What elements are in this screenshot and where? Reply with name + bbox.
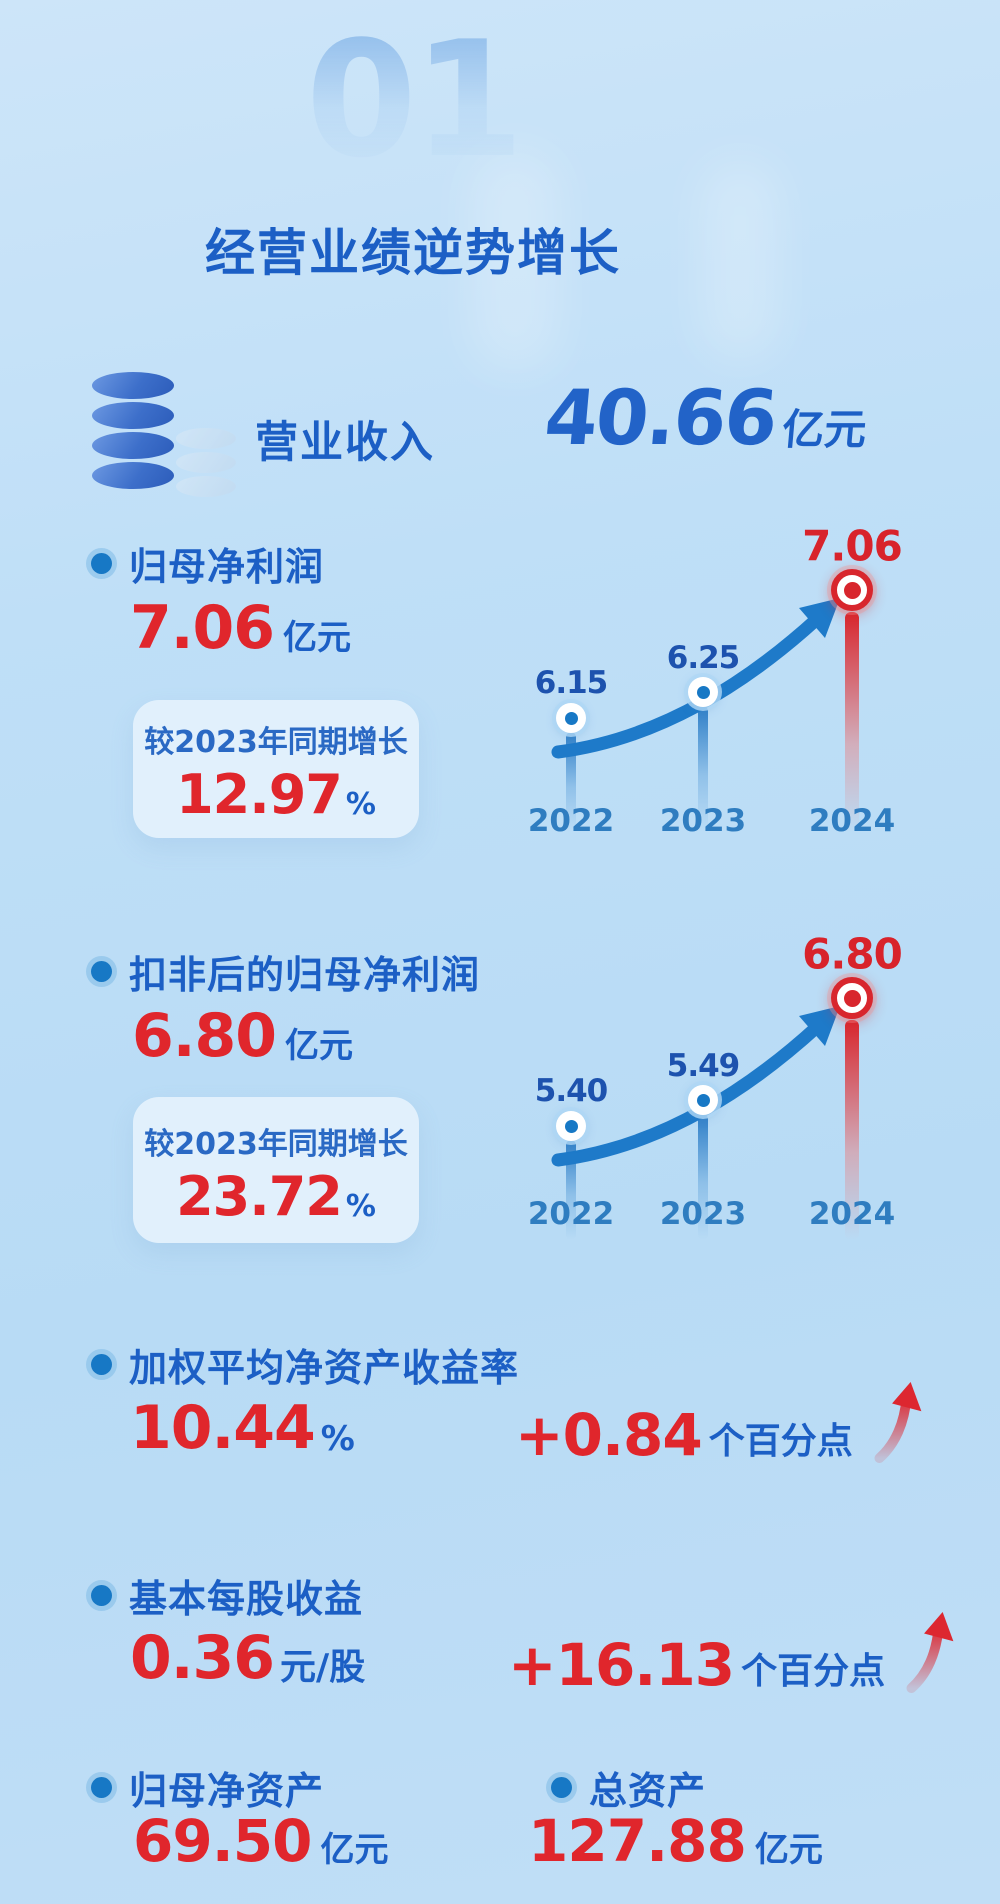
metric-eps-heading: 基本每股收益 (86, 1568, 363, 1623)
revenue-label: 营业收入 (255, 418, 435, 468)
data-point-marker-highlight (831, 569, 873, 611)
trend-arrow-icon (551, 1006, 840, 1167)
point-label-highlight: 7.06 (802, 521, 903, 571)
total-assets-value-row: 127.88 亿元 (528, 1812, 823, 1870)
revenue-value: 40.66 (541, 373, 780, 462)
growth-value: 12.97 (176, 763, 343, 826)
roe-unit: % (320, 1419, 355, 1459)
section-net-profit-heading: 归母净利润 (86, 536, 324, 591)
total-assets-value: 127.88 (528, 1807, 747, 1875)
eps-delta-unit: 个百分点 (741, 1651, 886, 1692)
roe-delta-row: +0.84 个百分点 (515, 1380, 925, 1464)
bullet-icon (91, 961, 112, 982)
point-label: 6.25 (666, 640, 740, 676)
revenue-unit: 亿元 (780, 405, 869, 454)
growth-label: 较2023年同期增长 (144, 1127, 408, 1162)
light-streak (700, 160, 780, 360)
deducted-profit-value-row: 6.80 亿元 (132, 1006, 353, 1066)
year-label: 2022 (527, 803, 615, 839)
net-profit-value-row: 7.06 亿元 (130, 598, 351, 658)
metric-roe-heading: 加权平均净资产收益率 (86, 1337, 519, 1392)
bullet-icon (91, 1354, 112, 1375)
chart-stem-highlight (845, 1020, 859, 1240)
net-profit-value: 7.06 (130, 593, 275, 663)
total-assets-unit: 亿元 (754, 1830, 823, 1870)
up-arrow-icon (906, 1611, 954, 1694)
chart-stem (566, 732, 576, 832)
year-label: 2024 (808, 803, 896, 839)
section-number-watermark: 01 (0, 20, 826, 180)
total-equity-heading: 归母净资产 (86, 1760, 324, 1815)
year-label: 2023 (659, 803, 747, 839)
point-label: 5.49 (666, 1048, 740, 1084)
total-equity-value: 69.50 (133, 1807, 312, 1875)
data-point-marker (688, 1085, 718, 1115)
section-net-profit-title: 归母净利润 (129, 545, 325, 589)
bullet-icon (91, 553, 112, 574)
roe-delta-unit: 个百分点 (708, 1421, 853, 1462)
growth-label: 较2023年同期增长 (144, 725, 408, 760)
eps-value-row: 0.36 元/股 (130, 1628, 365, 1688)
year-label: 2024 (808, 1196, 896, 1232)
database-icon (92, 372, 176, 492)
chart-stem (698, 706, 708, 832)
growth-unit: % (345, 787, 376, 822)
database-ghost-icon (176, 428, 238, 500)
roe-delta-value: +0.84 (515, 1401, 703, 1469)
total-equity-unit: 亿元 (320, 1830, 389, 1870)
year-label: 2022 (527, 1196, 615, 1232)
data-point-marker-highlight (831, 977, 873, 1019)
net-profit-unit: 亿元 (283, 618, 352, 658)
net-profit-chart: 6.15 6.25 7.06 2022 2023 2024 (527, 520, 1000, 855)
point-label: 5.40 (534, 1073, 608, 1109)
metric-roe-title: 加权平均净资产收益率 (129, 1346, 520, 1390)
growth-unit: % (345, 1189, 376, 1224)
deducted-profit-growth-box: 较2023年同期增长 23.72 % (133, 1097, 419, 1243)
metric-eps-title: 基本每股收益 (129, 1577, 364, 1621)
eps-delta-row: +16.13 个百分点 (508, 1610, 957, 1694)
roe-value: 10.44 (130, 1393, 316, 1463)
chart-stem (698, 1114, 708, 1240)
section-deducted-profit-title: 扣非后的归母净利润 (129, 953, 481, 997)
data-point-marker (556, 1111, 586, 1141)
total-assets-title: 总资产 (589, 1769, 707, 1813)
revenue-value-row: 40.66 亿元 (541, 373, 871, 462)
data-point-marker (688, 677, 718, 707)
bullet-icon (551, 1777, 572, 1798)
growth-value: 23.72 (176, 1165, 343, 1228)
light-streak (470, 150, 560, 370)
bullet-icon (91, 1777, 112, 1798)
bullet-icon (91, 1585, 112, 1606)
trend-arrow-icon (551, 598, 840, 759)
total-equity-title: 归母净资产 (129, 1769, 325, 1813)
eps-unit: 元/股 (280, 1647, 366, 1688)
eps-value: 0.36 (130, 1623, 275, 1693)
total-equity-value-row: 69.50 亿元 (133, 1812, 388, 1870)
point-label-highlight: 6.80 (802, 929, 903, 979)
chart-stem-highlight (845, 612, 859, 832)
point-label: 6.15 (534, 665, 608, 701)
net-profit-growth-box: 较2023年同期增长 12.97 % (133, 700, 419, 838)
deducted-profit-chart: 5.40 5.49 6.80 2022 2023 2024 (527, 928, 1000, 1263)
year-label: 2023 (659, 1196, 747, 1232)
total-assets-heading: 总资产 (546, 1760, 706, 1815)
data-point-marker (556, 703, 586, 733)
up-arrow-icon (874, 1381, 922, 1464)
roe-value-row: 10.44 % (130, 1398, 355, 1458)
section-deducted-profit-heading: 扣非后的归母净利润 (86, 944, 480, 999)
deducted-profit-unit: 亿元 (285, 1026, 354, 1066)
chart-stem (566, 1140, 576, 1240)
page-title: 经营业绩逆势增长 (205, 224, 621, 282)
eps-delta-value: +16.13 (508, 1631, 735, 1699)
deducted-profit-value: 6.80 (132, 1001, 277, 1071)
